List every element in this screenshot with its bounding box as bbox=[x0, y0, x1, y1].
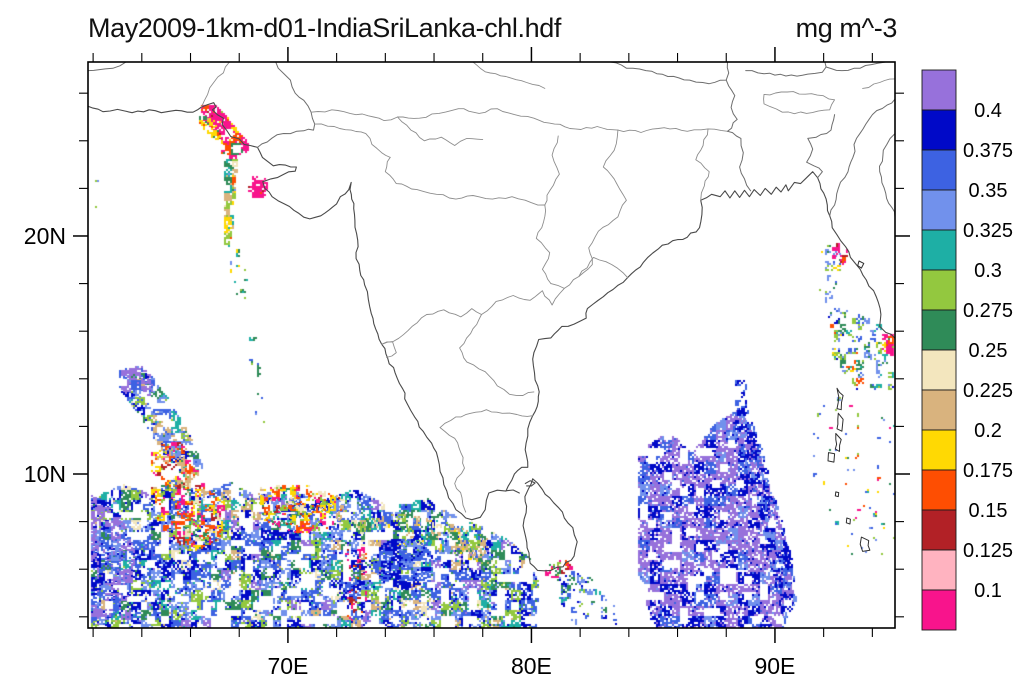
axis-ticks bbox=[73, 47, 910, 643]
border-nicobar-island bbox=[845, 517, 851, 525]
colorbar-swatch-orange-red bbox=[921, 469, 957, 511]
y-tick-label-10N: 10N bbox=[24, 461, 66, 487]
border-kerala-tn-border bbox=[439, 427, 467, 513]
border-chhattisgarh-west-border bbox=[535, 135, 560, 285]
border-bangladesh-west-border bbox=[725, 79, 752, 192]
plot-title: May2009-1km-d01-IndiaSriLanka-chl.hdf bbox=[88, 13, 561, 43]
border-little-andaman-island bbox=[827, 452, 836, 463]
colorbar-swatch-light-sea-green bbox=[921, 229, 957, 271]
border-jaffna-peninsula bbox=[524, 480, 536, 487]
border-maharashtra-karnataka-border bbox=[381, 308, 482, 345]
border-nepal-border bbox=[610, 62, 730, 85]
map-borders-layer bbox=[88, 62, 895, 572]
colorbar-swatch-cornflower-blue bbox=[921, 189, 957, 231]
colorbar-swatch-sea-green bbox=[921, 309, 957, 351]
x-tick-label-80E: 80E bbox=[511, 653, 552, 679]
colorbar-label-0.325: 0.325 bbox=[963, 220, 1013, 242]
colorbar-label-0.225: 0.225 bbox=[963, 380, 1013, 402]
y-tick-label-20N: 20N bbox=[24, 223, 66, 249]
border-arunachal-line bbox=[825, 62, 887, 72]
border-india-myanmar-border bbox=[829, 98, 895, 217]
border-maharashtra-north-border bbox=[384, 156, 546, 206]
colorbar-label-0.175: 0.175 bbox=[963, 460, 1013, 482]
border-mp-up-border bbox=[397, 108, 619, 131]
colorbar-label-0.375: 0.375 bbox=[963, 140, 1013, 162]
border-rajasthan-line bbox=[310, 109, 398, 122]
border-gujarat-rajasthan-border bbox=[314, 123, 391, 158]
colorbar-swatch-cream bbox=[921, 349, 957, 391]
colorbar-swatch-gold bbox=[921, 429, 957, 471]
colorbar-swatch-deep-pink bbox=[921, 589, 957, 631]
colorbar-label-0.4: 0.4 bbox=[974, 100, 1002, 122]
border-up-north-line bbox=[472, 62, 546, 89]
border-car-nicobar-island bbox=[834, 491, 840, 498]
border-telangana-border bbox=[481, 287, 565, 315]
colorbar-label-0.275: 0.275 bbox=[963, 300, 1013, 322]
x-tick-label-70E: 70E bbox=[267, 653, 308, 679]
colorbar-swatch-yellow-green bbox=[921, 269, 957, 311]
border-great-nicobar-island bbox=[859, 536, 871, 552]
border-bhutan-border bbox=[745, 62, 827, 77]
border-rajasthan-mp-border bbox=[397, 116, 484, 146]
colorbar-swatch-royal-blue bbox=[921, 149, 957, 191]
colorbar-label-0.25: 0.25 bbox=[969, 340, 1008, 362]
colorbar-label-0.125: 0.125 bbox=[963, 540, 1013, 562]
border-sri-lanka-coast bbox=[522, 478, 578, 572]
border-pakistan-topleft-line bbox=[88, 62, 127, 72]
border-jharkhand-wb-border bbox=[695, 128, 710, 201]
border-assam-right-line bbox=[862, 78, 895, 89]
colorbar-label-0.1: 0.1 bbox=[974, 580, 1002, 602]
colorbar-label-0.35: 0.35 bbox=[969, 180, 1008, 202]
colorbar-label-0.15: 0.15 bbox=[969, 500, 1008, 522]
border-coastline-mainland bbox=[88, 102, 895, 521]
border-chhattisgarh-odisha-border bbox=[550, 129, 627, 289]
border-meghalaya-border bbox=[763, 91, 836, 115]
units-label: mg m^-3 bbox=[795, 13, 898, 43]
border-goa-border bbox=[381, 341, 397, 358]
border-ap-odisha-border bbox=[578, 256, 629, 279]
colorbar: 0.4 0.375 0.35 0.325 0.3 0.275 0.25 0.225 0.2 0.1… bbox=[921, 69, 1013, 631]
colorbar-swatch-medium-blue bbox=[921, 109, 957, 151]
colorbar-label-0.3: 0.3 bbox=[974, 260, 1002, 282]
border-andaman-middle-island bbox=[836, 412, 844, 432]
border-tn-karnataka-border bbox=[439, 409, 534, 429]
border-karnataka-ap-border bbox=[459, 314, 535, 396]
border-pakistan-india-border bbox=[257, 62, 316, 148]
colorbar-label-0.2: 0.2 bbox=[974, 420, 1002, 442]
border-sindh-balochistan-line bbox=[201, 62, 230, 108]
border-bihar-jharkhand-border bbox=[617, 127, 728, 133]
border-bangladesh-east-border bbox=[806, 114, 836, 179]
border-myanmar-internal-line bbox=[879, 133, 895, 218]
colorbar-swatch-light-pink bbox=[921, 549, 957, 591]
axis-labels: 70E 80E 90E 20N 10N bbox=[24, 223, 796, 679]
colorbar-swatch-tan bbox=[921, 389, 957, 431]
colorbar-swatch-firebrick bbox=[921, 509, 957, 551]
border-andaman-north-island bbox=[836, 387, 844, 411]
colorbar-swatch-medium-purple bbox=[921, 69, 957, 111]
border-andaman-south-island bbox=[834, 433, 842, 452]
plot-frame bbox=[87, 61, 896, 629]
border-rameswaram-spit bbox=[506, 489, 520, 494]
border-cheduba-island bbox=[857, 260, 865, 269]
x-tick-label-90E: 90E bbox=[754, 653, 795, 679]
